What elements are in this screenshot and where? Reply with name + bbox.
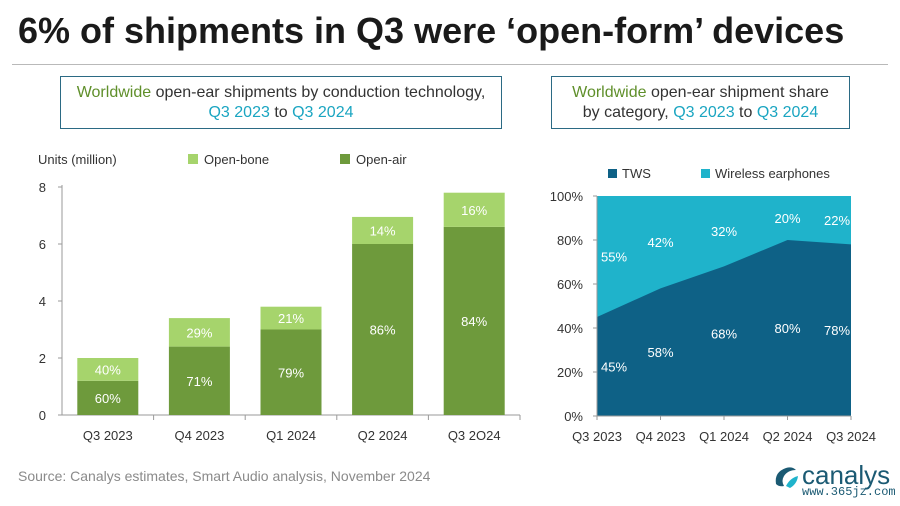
- bar-open-bone: [443, 192, 505, 227]
- legend-swatch: [701, 169, 710, 178]
- y-tick-label: 0%: [564, 409, 583, 424]
- page-title: 6% of shipments in Q3 were ‘open-form’ d…: [18, 10, 845, 51]
- x-tick-label: Q1 2024: [266, 428, 316, 443]
- y-tick-label: 20%: [557, 365, 583, 380]
- bar-data-label: 79%: [278, 365, 304, 380]
- stacked-bar-chart: Units (million) Open-bone Open-air 0 2 4 6 8 60%…: [38, 152, 521, 443]
- subtitle-worldwide: Worldwide: [76, 84, 152, 101]
- subtitle-to: to: [734, 104, 757, 121]
- bar-data-label: 16%: [461, 203, 487, 218]
- area-data-label: 78%: [824, 323, 850, 338]
- area-data-label: 45%: [601, 360, 627, 375]
- x-tick-label: Q2 2024: [763, 429, 813, 444]
- x-tick-label: Q4 2023: [636, 429, 686, 444]
- subtitle-period-end: Q3 2024: [292, 104, 354, 121]
- subtitle-text: open-ear shipments by conduction technol…: [151, 84, 486, 101]
- y-tick-label: 40%: [557, 321, 583, 336]
- subtitle-worldwide: Worldwide: [572, 84, 647, 101]
- bar-open-air: [260, 329, 322, 415]
- title-divider: [12, 64, 888, 65]
- area-data-label: 42%: [647, 235, 673, 250]
- legend-swatch: [608, 169, 617, 178]
- x-tick-label: Q2 2024: [358, 428, 408, 443]
- legend-swatch: [188, 154, 198, 164]
- right-chart-subtitle: Worldwide open-ear shipment share by cat…: [551, 76, 850, 129]
- legend-label: Open-air: [356, 152, 407, 167]
- canalys-logo-icon: [775, 467, 798, 488]
- x-tick-label: Q3 2O24: [448, 428, 501, 443]
- area-data-label: 80%: [774, 321, 800, 336]
- bar-data-label: 84%: [461, 314, 487, 329]
- bar-data-label: 40%: [95, 362, 121, 377]
- y-tick-label: 2: [39, 351, 46, 366]
- bar-data-label: 21%: [278, 311, 304, 326]
- left-chart-subtitle: Worldwide open-ear shipments by conducti…: [60, 76, 502, 129]
- legend-swatch: [340, 154, 350, 164]
- bar-data-label: 86%: [370, 323, 396, 338]
- legend-label: TWS: [622, 166, 651, 181]
- y-tick-label: 0: [39, 408, 46, 423]
- legend-label: Wireless earphones: [715, 166, 830, 181]
- subtitle-period-end: Q3 2024: [756, 104, 819, 121]
- x-tick-label: Q3 2023: [572, 429, 622, 444]
- x-tick-label: Q4 2023: [174, 428, 224, 443]
- x-tick-label: Q3 2024: [826, 429, 876, 444]
- area-data-label: 20%: [774, 211, 800, 226]
- area-data-label: 58%: [647, 345, 673, 360]
- bar-open-air: [443, 226, 505, 415]
- canalys-logo: canalys www.365jz.com: [770, 458, 896, 502]
- bar-open-air: [352, 244, 414, 415]
- legend-label: Open-bone: [204, 152, 269, 167]
- area-data-label: 22%: [824, 213, 850, 228]
- stacked-area-chart: TWS Wireless earphones 0% 20% 40% 60% 80% 100% Q…: [550, 166, 876, 444]
- canalys-logo-text: canalys: [802, 460, 891, 490]
- bar-data-label: 14%: [370, 223, 396, 238]
- area-data-label: 32%: [711, 224, 737, 239]
- bar-open-air: [168, 346, 230, 415]
- bar-open-bone: [352, 216, 414, 244]
- subtitle-text: open-ear shipment share: [646, 84, 829, 101]
- y-axis-title: Units (million): [38, 152, 117, 167]
- y-tick-label: 60%: [557, 277, 583, 292]
- y-tick-label: 6: [39, 237, 46, 252]
- subtitle-category: by category,: [582, 104, 674, 121]
- bar-data-label: 29%: [186, 325, 212, 340]
- subtitle-to: to: [269, 104, 293, 121]
- y-tick-label: 80%: [557, 233, 583, 248]
- y-tick-label: 8: [39, 180, 46, 195]
- bar-open-bone: [260, 306, 322, 330]
- bar-open-bone: [168, 318, 230, 347]
- y-tick-label: 4: [39, 294, 46, 309]
- watermark: www.365jz.com: [802, 485, 896, 499]
- subtitle-period-start: Q3 2023: [208, 104, 270, 121]
- bar-data-label: 60%: [95, 391, 121, 406]
- subtitle-period-start: Q3 2023: [673, 104, 735, 121]
- area-data-label: 68%: [711, 327, 737, 342]
- x-tick-label: Q3 2023: [83, 428, 133, 443]
- bar-data-label: 71%: [186, 374, 212, 389]
- area-tws: [597, 240, 851, 416]
- area-data-label: 55%: [601, 250, 627, 265]
- source-note: Source: Canalys estimates, Smart Audio a…: [18, 468, 431, 484]
- y-tick-label: 100%: [550, 189, 584, 204]
- x-tick-label: Q1 2024: [699, 429, 749, 444]
- bar-open-air: [77, 380, 139, 415]
- bar-open-bone: [77, 358, 139, 381]
